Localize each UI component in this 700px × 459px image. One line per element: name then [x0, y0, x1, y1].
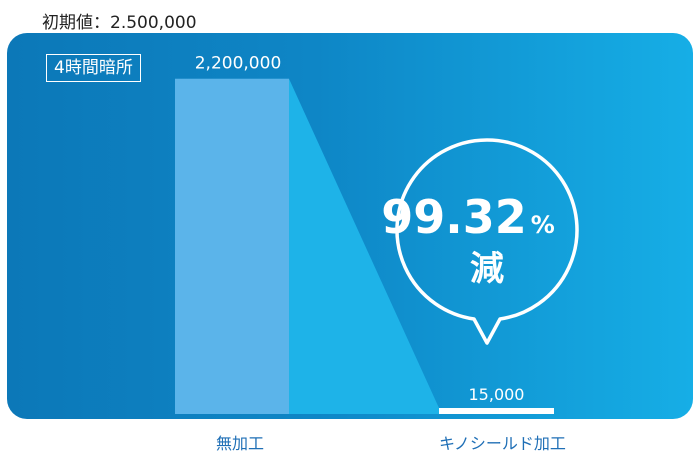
- initial-value-label: 初期値：2.500,000: [42, 13, 197, 33]
- category-label-untreated: 無加工: [215, 434, 265, 453]
- category-label-kinoshield: キノシールド加工: [439, 434, 566, 453]
- reduction-speech-bubble: 99.32% 減: [381, 138, 579, 345]
- connector-shape: [289, 78, 439, 414]
- data-label-untreated: 2,200,000: [195, 54, 282, 74]
- reduction-percent: 99.32%: [381, 190, 555, 244]
- speech-bubble-outline: [395, 138, 579, 345]
- bar-kinoshield: [439, 408, 554, 414]
- data-label-kinoshield: 15,000: [469, 385, 525, 404]
- reduction-label: 減: [470, 249, 504, 289]
- condition-badge: 4時間暗所: [46, 54, 141, 82]
- bar-untreated: [175, 78, 289, 414]
